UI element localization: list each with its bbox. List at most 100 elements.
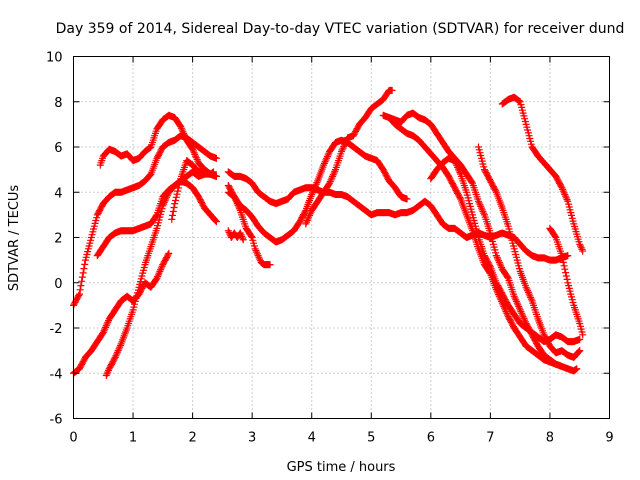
data-point	[254, 252, 262, 260]
data-point	[212, 172, 220, 180]
y-tick-label: -2	[50, 322, 63, 337]
data-point	[451, 157, 459, 165]
data-point	[168, 215, 176, 223]
data-point	[562, 194, 570, 202]
data-point	[480, 209, 488, 217]
data-point	[312, 180, 320, 188]
data-point	[519, 313, 527, 321]
data-point	[79, 269, 87, 277]
data-point	[236, 205, 243, 213]
data-point	[76, 286, 84, 294]
data-point	[164, 251, 172, 259]
data-point	[189, 147, 197, 155]
data-point	[523, 285, 531, 293]
data-point	[403, 195, 411, 203]
data-point	[301, 208, 309, 216]
data-point	[302, 220, 310, 228]
data-point	[388, 86, 396, 94]
data-point	[212, 217, 220, 225]
data-point	[154, 271, 162, 279]
data-point	[342, 137, 350, 145]
data-point	[492, 252, 500, 260]
data-point	[515, 303, 523, 310]
data-point	[323, 154, 331, 162]
data-point	[251, 245, 259, 253]
data-point	[338, 146, 346, 154]
data-point	[576, 347, 584, 355]
data-point	[111, 353, 119, 361]
data-point	[255, 253, 263, 261]
data-point	[224, 227, 232, 235]
data-point	[157, 264, 165, 272]
x-tick-label: 4	[308, 431, 316, 446]
data-point	[311, 182, 319, 190]
data-point	[165, 249, 173, 257]
data-point	[103, 370, 111, 378]
data-point	[209, 168, 217, 176]
series-track	[501, 96, 584, 252]
data-point	[172, 197, 179, 204]
data-point	[576, 335, 584, 343]
series-sat-n	[427, 154, 584, 346]
data-point	[180, 131, 188, 139]
chart-title: Day 359 of 2014, Sidereal Day-to-day VTE…	[56, 21, 625, 37]
data-point	[321, 158, 329, 166]
y-tick-label: 2	[54, 232, 62, 247]
data-point	[177, 124, 185, 132]
data-point	[113, 348, 121, 356]
data-point	[561, 265, 569, 273]
data-point	[475, 197, 482, 205]
data-point	[558, 362, 566, 370]
data-point	[234, 201, 242, 209]
data-point	[153, 274, 161, 282]
data-point	[577, 244, 585, 252]
data-point	[502, 308, 510, 316]
data-point	[493, 253, 501, 261]
data-point	[492, 187, 500, 195]
data-point	[177, 123, 185, 131]
data-point	[504, 273, 511, 281]
data-point	[524, 288, 532, 296]
data-point	[557, 182, 565, 190]
data-point	[172, 193, 180, 201]
data-point	[154, 273, 162, 280]
data-point	[171, 200, 179, 208]
series-sat-m	[385, 114, 566, 370]
data-point	[303, 218, 310, 226]
y-tick-label: 8	[54, 96, 62, 111]
data-point	[494, 255, 502, 263]
data-point	[522, 283, 530, 291]
series-sat-f	[168, 157, 217, 223]
data-point	[306, 211, 313, 219]
data-point	[578, 245, 586, 253]
data-point	[340, 142, 348, 150]
x-tick-label: 8	[546, 431, 554, 446]
data-point	[310, 185, 318, 193]
data-point	[512, 296, 520, 304]
series-sat-e	[93, 177, 220, 260]
data-point	[327, 176, 335, 184]
data-point	[104, 368, 112, 376]
x-tick-label: 0	[69, 431, 77, 446]
data-point	[562, 272, 570, 280]
data-point	[80, 265, 88, 273]
data-point	[326, 178, 334, 185]
y-tick-label: -6	[50, 413, 63, 428]
data-point	[579, 247, 587, 255]
data-point	[455, 167, 463, 175]
data-point	[112, 352, 120, 360]
data-point	[576, 240, 584, 248]
data-point	[233, 198, 240, 206]
y-tick-label: 10	[46, 51, 63, 66]
data-point	[512, 297, 520, 305]
data-point	[75, 292, 83, 299]
data-point	[338, 148, 345, 155]
data-point	[328, 174, 336, 182]
data-point	[237, 231, 245, 239]
data-point	[320, 161, 328, 169]
data-point	[230, 193, 238, 201]
data-point	[559, 255, 567, 263]
x-tick-label: 2	[188, 431, 196, 446]
x-tick-label: 6	[427, 431, 435, 446]
